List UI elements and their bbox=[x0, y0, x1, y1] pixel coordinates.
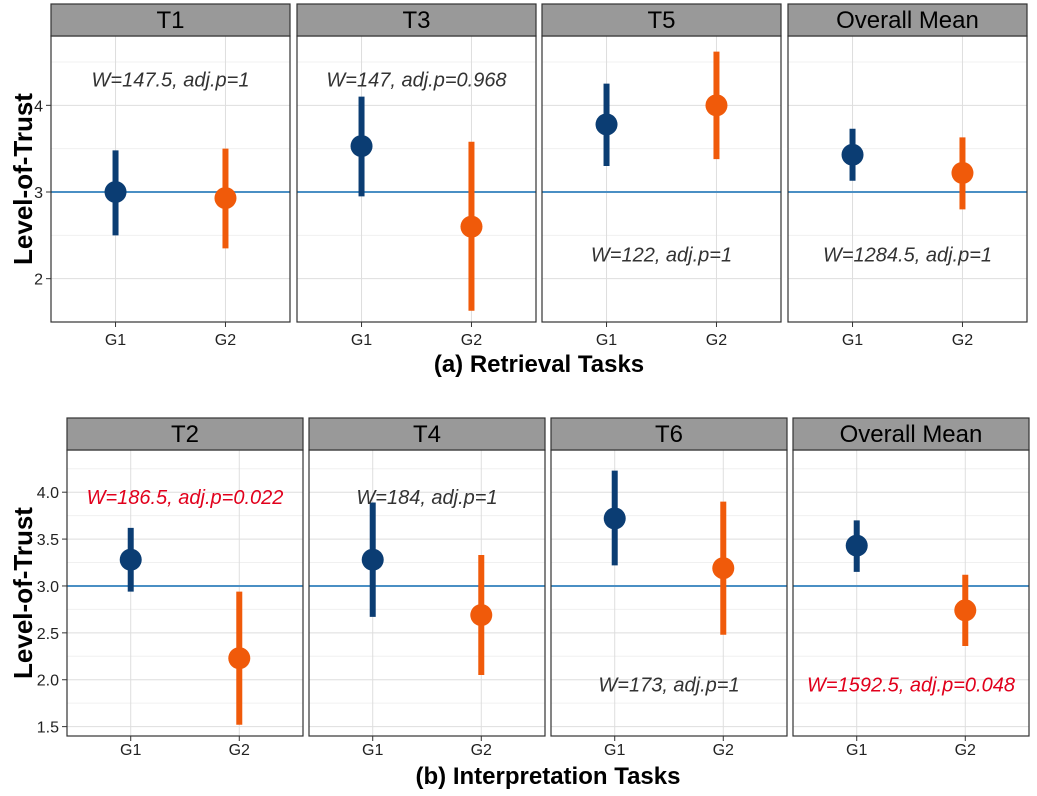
mean-point-g1 bbox=[845, 534, 868, 557]
mean-point-g1 bbox=[350, 135, 373, 158]
mean-point-g2 bbox=[470, 604, 493, 627]
strip-label: T4 bbox=[413, 421, 441, 448]
strip-label: T1 bbox=[156, 7, 184, 34]
strip-header bbox=[787, 3, 1028, 37]
y-tick-label: 2.5 bbox=[37, 626, 59, 643]
panel-background bbox=[297, 36, 536, 322]
y-tick-label: 3.5 bbox=[37, 532, 59, 549]
x-tick-label: G2 bbox=[215, 332, 236, 349]
x-tick-label: G1 bbox=[596, 332, 617, 349]
panel-background bbox=[309, 450, 545, 736]
mean-point-g2 bbox=[214, 187, 237, 210]
mean-point-g1 bbox=[595, 113, 618, 136]
panel-overall-mean: W=1592.5, adj.p=0.048 Overall Mean G1 G2 bbox=[792, 417, 1030, 759]
y-axis-label: Level-of-Trust bbox=[8, 93, 38, 265]
y-tick-label: 2.0 bbox=[37, 673, 59, 690]
x-tick-label: G2 bbox=[952, 332, 973, 349]
y-tick-label: 4.0 bbox=[37, 485, 59, 502]
x-tick-label: G1 bbox=[604, 742, 625, 759]
panel-background bbox=[67, 450, 303, 736]
panel-t1: W=147.5, adj.p=1 T1 G1 G2 bbox=[50, 3, 291, 349]
mean-point-g2 bbox=[705, 94, 728, 117]
y-tick-label: 1.5 bbox=[37, 720, 59, 737]
x-tick-label: G1 bbox=[842, 332, 863, 349]
panel-t5: W=122, adj.p=1 T5 G1 G2 bbox=[541, 3, 782, 349]
y-tick-label: 2 bbox=[34, 272, 43, 289]
x-tick-label: G2 bbox=[955, 742, 976, 759]
stat-annotation: W=184, adj.p=1 bbox=[356, 487, 497, 509]
mean-point-g2 bbox=[951, 161, 974, 184]
mean-point-g2 bbox=[954, 599, 977, 622]
y-tick-label: 4 bbox=[34, 98, 43, 115]
stat-annotation: W=173, adj.p=1 bbox=[598, 674, 739, 696]
strip-label: T3 bbox=[402, 7, 430, 34]
strip-label: Overall Mean bbox=[840, 421, 983, 448]
panel-t4: W=184, adj.p=1 T4 G1 G2 bbox=[308, 417, 546, 759]
x-tick-label: G1 bbox=[351, 332, 372, 349]
strip-header bbox=[296, 3, 537, 37]
stat-annotation: W=186.5, adj.p=0.022 bbox=[87, 487, 284, 509]
mean-point-g2 bbox=[460, 215, 483, 238]
x-tick-label: G1 bbox=[105, 332, 126, 349]
strip-header bbox=[792, 417, 1030, 451]
strip-label: T6 bbox=[655, 421, 683, 448]
stat-annotation: W=147, adj.p=0.968 bbox=[326, 69, 506, 91]
strip-header bbox=[50, 3, 291, 37]
strip-label: T5 bbox=[647, 7, 675, 34]
mean-point-g1 bbox=[361, 548, 384, 571]
mean-point-g2 bbox=[712, 557, 735, 580]
x-tick-label: G2 bbox=[229, 742, 250, 759]
panel-background bbox=[788, 36, 1027, 322]
panel-t6: W=173, adj.p=1 T6 G1 G2 bbox=[550, 417, 788, 759]
stat-annotation: W=1592.5, adj.p=0.048 bbox=[807, 674, 1015, 696]
stat-annotation: W=1284.5, adj.p=1 bbox=[823, 244, 992, 266]
mean-point-g1 bbox=[841, 143, 864, 166]
panel-background bbox=[51, 36, 290, 322]
panel-overall-mean: W=1284.5, adj.p=1 Overall Mean G1 G2 bbox=[787, 3, 1028, 349]
panel-t2: W=186.5, adj.p=0.022 T2 G1 G2 bbox=[66, 417, 304, 759]
x-tick-label: G1 bbox=[120, 742, 141, 759]
panel-t3: W=147, adj.p=0.968 T3 G1 G2 bbox=[296, 3, 537, 349]
strip-header bbox=[66, 417, 304, 451]
x-tick-label: G2 bbox=[706, 332, 727, 349]
x-tick-label: G2 bbox=[713, 742, 734, 759]
panel-background bbox=[551, 450, 787, 736]
strip-header bbox=[541, 3, 782, 37]
x-tick-label: G2 bbox=[471, 742, 492, 759]
x-tick-label: G1 bbox=[362, 742, 383, 759]
strip-label: Overall Mean bbox=[836, 7, 979, 34]
panel-background bbox=[542, 36, 781, 322]
stat-annotation: W=122, adj.p=1 bbox=[591, 244, 732, 266]
panel-background bbox=[793, 450, 1029, 736]
mean-point-g1 bbox=[119, 548, 142, 571]
strip-label: T2 bbox=[171, 421, 199, 448]
y-axis-label: Level-of-Trust bbox=[8, 507, 38, 679]
stat-annotation: W=147.5, adj.p=1 bbox=[92, 69, 250, 91]
y-tick-label: 3.0 bbox=[37, 579, 59, 596]
mean-point-g1 bbox=[603, 507, 626, 530]
y-tick-label: 3 bbox=[34, 185, 43, 202]
x-tick-label: G2 bbox=[461, 332, 482, 349]
strip-header bbox=[308, 417, 546, 451]
x-tick-label: G1 bbox=[846, 742, 867, 759]
strip-header bbox=[550, 417, 788, 451]
mean-point-g1 bbox=[104, 181, 127, 203]
mean-point-g2 bbox=[228, 647, 251, 670]
chart-title: (b) Interpretation Tasks bbox=[416, 763, 681, 790]
chart-title: (a) Retrieval Tasks bbox=[434, 351, 644, 378]
